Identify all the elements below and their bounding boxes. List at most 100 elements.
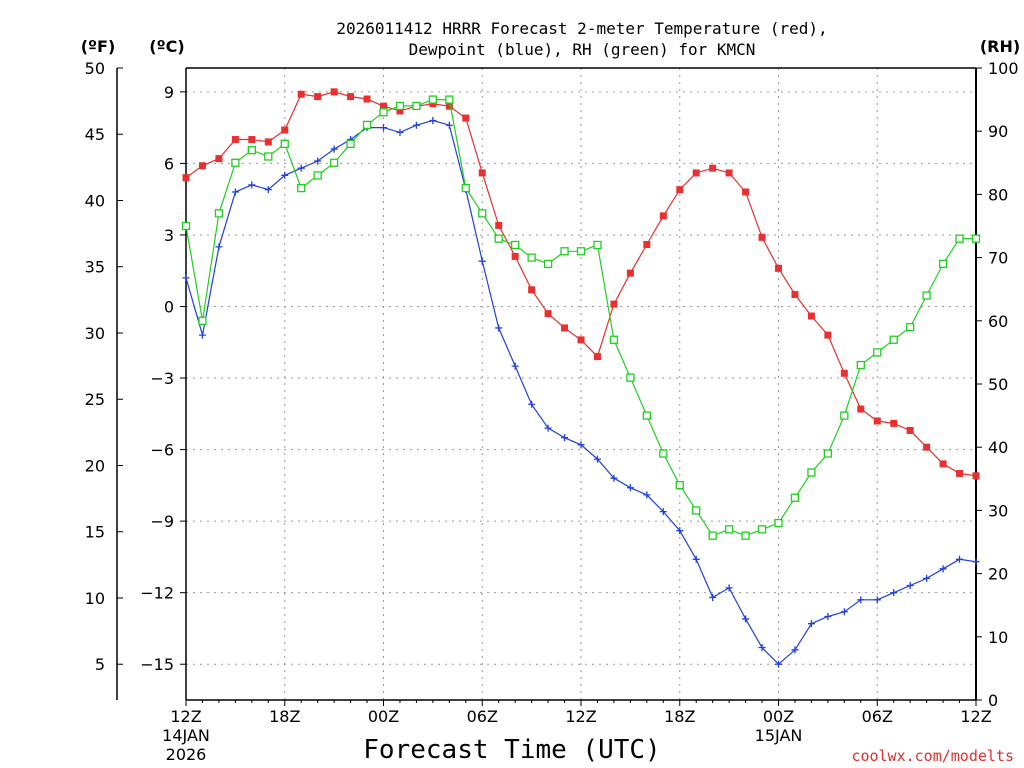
dewpoint-point xyxy=(281,171,289,179)
rh-point xyxy=(543,259,553,269)
fahrenheit-tick-label: 45 xyxy=(85,125,105,144)
temperature-point xyxy=(956,469,964,477)
temperature-point xyxy=(231,136,239,144)
dewpoint-point xyxy=(890,589,898,597)
chart-title-line2: Dewpoint (blue), RH (green) for KMCN xyxy=(409,40,756,59)
dewpoint-point xyxy=(396,128,404,136)
temperature-point xyxy=(215,155,223,163)
grid-lines xyxy=(186,68,976,700)
temperature-point xyxy=(775,264,782,272)
celsius-tick-label: −15 xyxy=(140,655,174,674)
temperature-point xyxy=(248,136,256,144)
dewpoint-point xyxy=(643,491,651,499)
rh-point xyxy=(181,221,191,231)
fahrenheit-unit-label: (ºF) xyxy=(81,37,116,56)
temperature-point xyxy=(347,93,355,101)
dewpoint-point xyxy=(824,613,832,621)
rh-point xyxy=(297,183,306,193)
temperature-point xyxy=(791,291,799,299)
rh-point xyxy=(790,493,800,502)
rh-point xyxy=(692,506,701,515)
rh-point xyxy=(264,152,273,161)
dewpoint-point xyxy=(593,455,601,463)
temperature-point xyxy=(610,300,618,308)
dewpoint-point xyxy=(577,441,585,449)
dewpoint-point xyxy=(380,124,387,132)
rh-point xyxy=(741,531,750,540)
rh-tick-label: 50 xyxy=(988,375,1008,394)
rh-point xyxy=(576,247,586,256)
rh-point xyxy=(478,209,487,218)
dewpoint-point xyxy=(511,362,519,370)
temperature-point xyxy=(692,169,700,177)
temperature-point xyxy=(396,107,404,115)
temperature-point xyxy=(643,240,651,248)
temperature-point xyxy=(511,252,519,260)
dewpoint-point xyxy=(873,596,881,604)
rh-point xyxy=(445,95,454,104)
rh-point xyxy=(675,480,684,490)
rh-point xyxy=(823,449,833,458)
dewpoint-point xyxy=(742,615,750,623)
dewpoint-point xyxy=(709,593,717,601)
temperature-point xyxy=(297,90,305,98)
rh-point xyxy=(560,247,569,256)
fahrenheit-tick-label: 40 xyxy=(85,191,105,210)
temperature-point xyxy=(561,324,569,332)
rh-point xyxy=(362,120,372,130)
temperature-point xyxy=(544,310,552,318)
dewpoint-point xyxy=(791,646,799,654)
rh-point xyxy=(527,253,536,262)
dewpoint-point xyxy=(626,484,634,492)
dewpoint-point xyxy=(297,164,305,172)
rh-point xyxy=(428,95,438,104)
dewpoint-series xyxy=(182,116,980,668)
x-tick-label: 06Z xyxy=(862,707,893,726)
temperature-point xyxy=(495,221,503,229)
temperature-point xyxy=(626,269,634,277)
x-tick-label: 18Z xyxy=(664,707,695,726)
rh-point xyxy=(511,240,520,250)
dewpoint-point xyxy=(939,565,947,573)
rh-point xyxy=(379,108,388,117)
dewpoint-point xyxy=(182,274,190,282)
rh-tick-label: 60 xyxy=(988,312,1008,331)
temperature-point xyxy=(725,169,733,177)
temperature-point xyxy=(182,174,190,182)
temperature-point xyxy=(445,102,453,110)
dewpoint-point xyxy=(264,186,272,194)
tick-labels: 50454035302520151059630−3−6−9−12−1510090… xyxy=(85,59,1019,764)
celsius-tick-label: 9 xyxy=(164,83,174,102)
rh-point xyxy=(609,335,619,344)
temperature-point xyxy=(890,419,898,427)
dewpoint-point xyxy=(906,582,914,590)
temperature-point xyxy=(857,405,865,413)
temperature-point xyxy=(380,102,387,110)
dewpoint-point xyxy=(840,608,848,616)
rh-point xyxy=(247,146,256,155)
rh-tick-label: 20 xyxy=(988,565,1008,584)
temperature-point xyxy=(429,100,437,108)
celsius-tick-label: 3 xyxy=(164,226,174,245)
temperature-point xyxy=(923,443,931,451)
rh-tick-label: 70 xyxy=(988,249,1008,268)
temperature-point xyxy=(577,336,585,344)
x-tick-label: 12Z xyxy=(960,707,991,726)
rh-point xyxy=(593,240,602,250)
fahrenheit-tick-label: 10 xyxy=(85,589,105,608)
dewpoint-point xyxy=(692,555,700,563)
temperature-point xyxy=(264,138,272,146)
x-date-label: 15JAN xyxy=(755,726,803,745)
dewpoint-point xyxy=(314,157,322,165)
rh-point xyxy=(906,322,915,332)
rh-tick-label: 80 xyxy=(988,185,1008,204)
rh-tick-label: 0 xyxy=(988,691,998,710)
fahrenheit-tick-label: 30 xyxy=(85,324,105,343)
dewpoint-point xyxy=(659,508,667,516)
rh-point xyxy=(708,531,717,540)
temperature-point xyxy=(906,427,914,435)
temperature-point xyxy=(478,169,486,177)
x-tick-label: 12Z xyxy=(170,707,201,726)
dewpoint-point xyxy=(478,257,486,265)
rh-point xyxy=(840,411,849,420)
